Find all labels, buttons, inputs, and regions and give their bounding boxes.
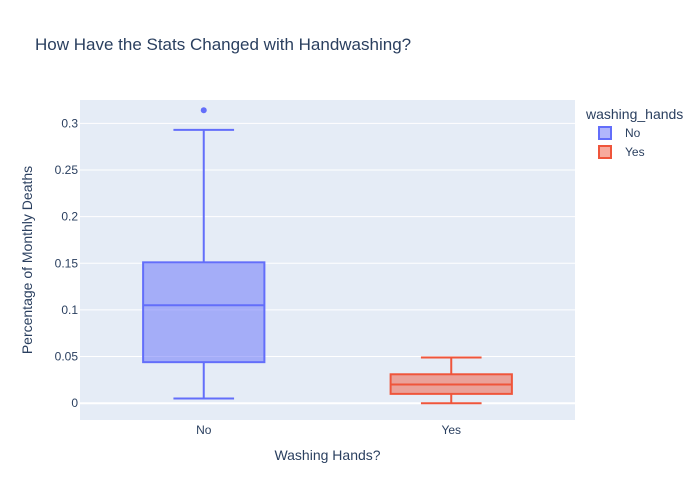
y-tick-labels: 0 0.05 0.1 0.15 0.2 0.25 0.3 bbox=[55, 116, 79, 410]
x-tick-labels: No Yes bbox=[196, 423, 461, 437]
y-tick-label: 0.05 bbox=[55, 350, 79, 364]
x-tick-label: No bbox=[196, 423, 212, 437]
plot-area bbox=[80, 100, 575, 420]
chart-title: How Have the Stats Changed with Handwash… bbox=[35, 35, 411, 54]
iqr-box bbox=[142, 261, 266, 364]
box-yes[interactable] bbox=[389, 356, 513, 405]
y-axis-title: Percentage of Monthly Deaths bbox=[19, 166, 35, 354]
outlier-point[interactable] bbox=[200, 107, 207, 114]
legend-swatch bbox=[598, 145, 612, 159]
x-axis-title: Washing Hands? bbox=[274, 447, 380, 463]
box-no[interactable] bbox=[142, 107, 266, 400]
legend-title: washing_hands bbox=[585, 106, 683, 122]
y-tick-label: 0.15 bbox=[55, 256, 79, 270]
y-tick-label: 0.2 bbox=[61, 210, 78, 224]
x-tick-label: Yes bbox=[441, 423, 461, 437]
legend-item-no[interactable]: No bbox=[598, 126, 641, 140]
y-tick-label: 0.3 bbox=[61, 116, 78, 130]
y-tick-label: 0.1 bbox=[61, 303, 78, 317]
legend: washing_hands No Yes bbox=[585, 106, 683, 159]
y-tick-label: 0 bbox=[71, 396, 78, 410]
box-series-group bbox=[142, 107, 513, 405]
legend-swatch bbox=[598, 126, 612, 140]
y-tick-label: 0.25 bbox=[55, 163, 79, 177]
legend-label: No bbox=[625, 126, 641, 140]
legend-item-yes[interactable]: Yes bbox=[598, 145, 645, 159]
legend-label: Yes bbox=[625, 145, 645, 159]
